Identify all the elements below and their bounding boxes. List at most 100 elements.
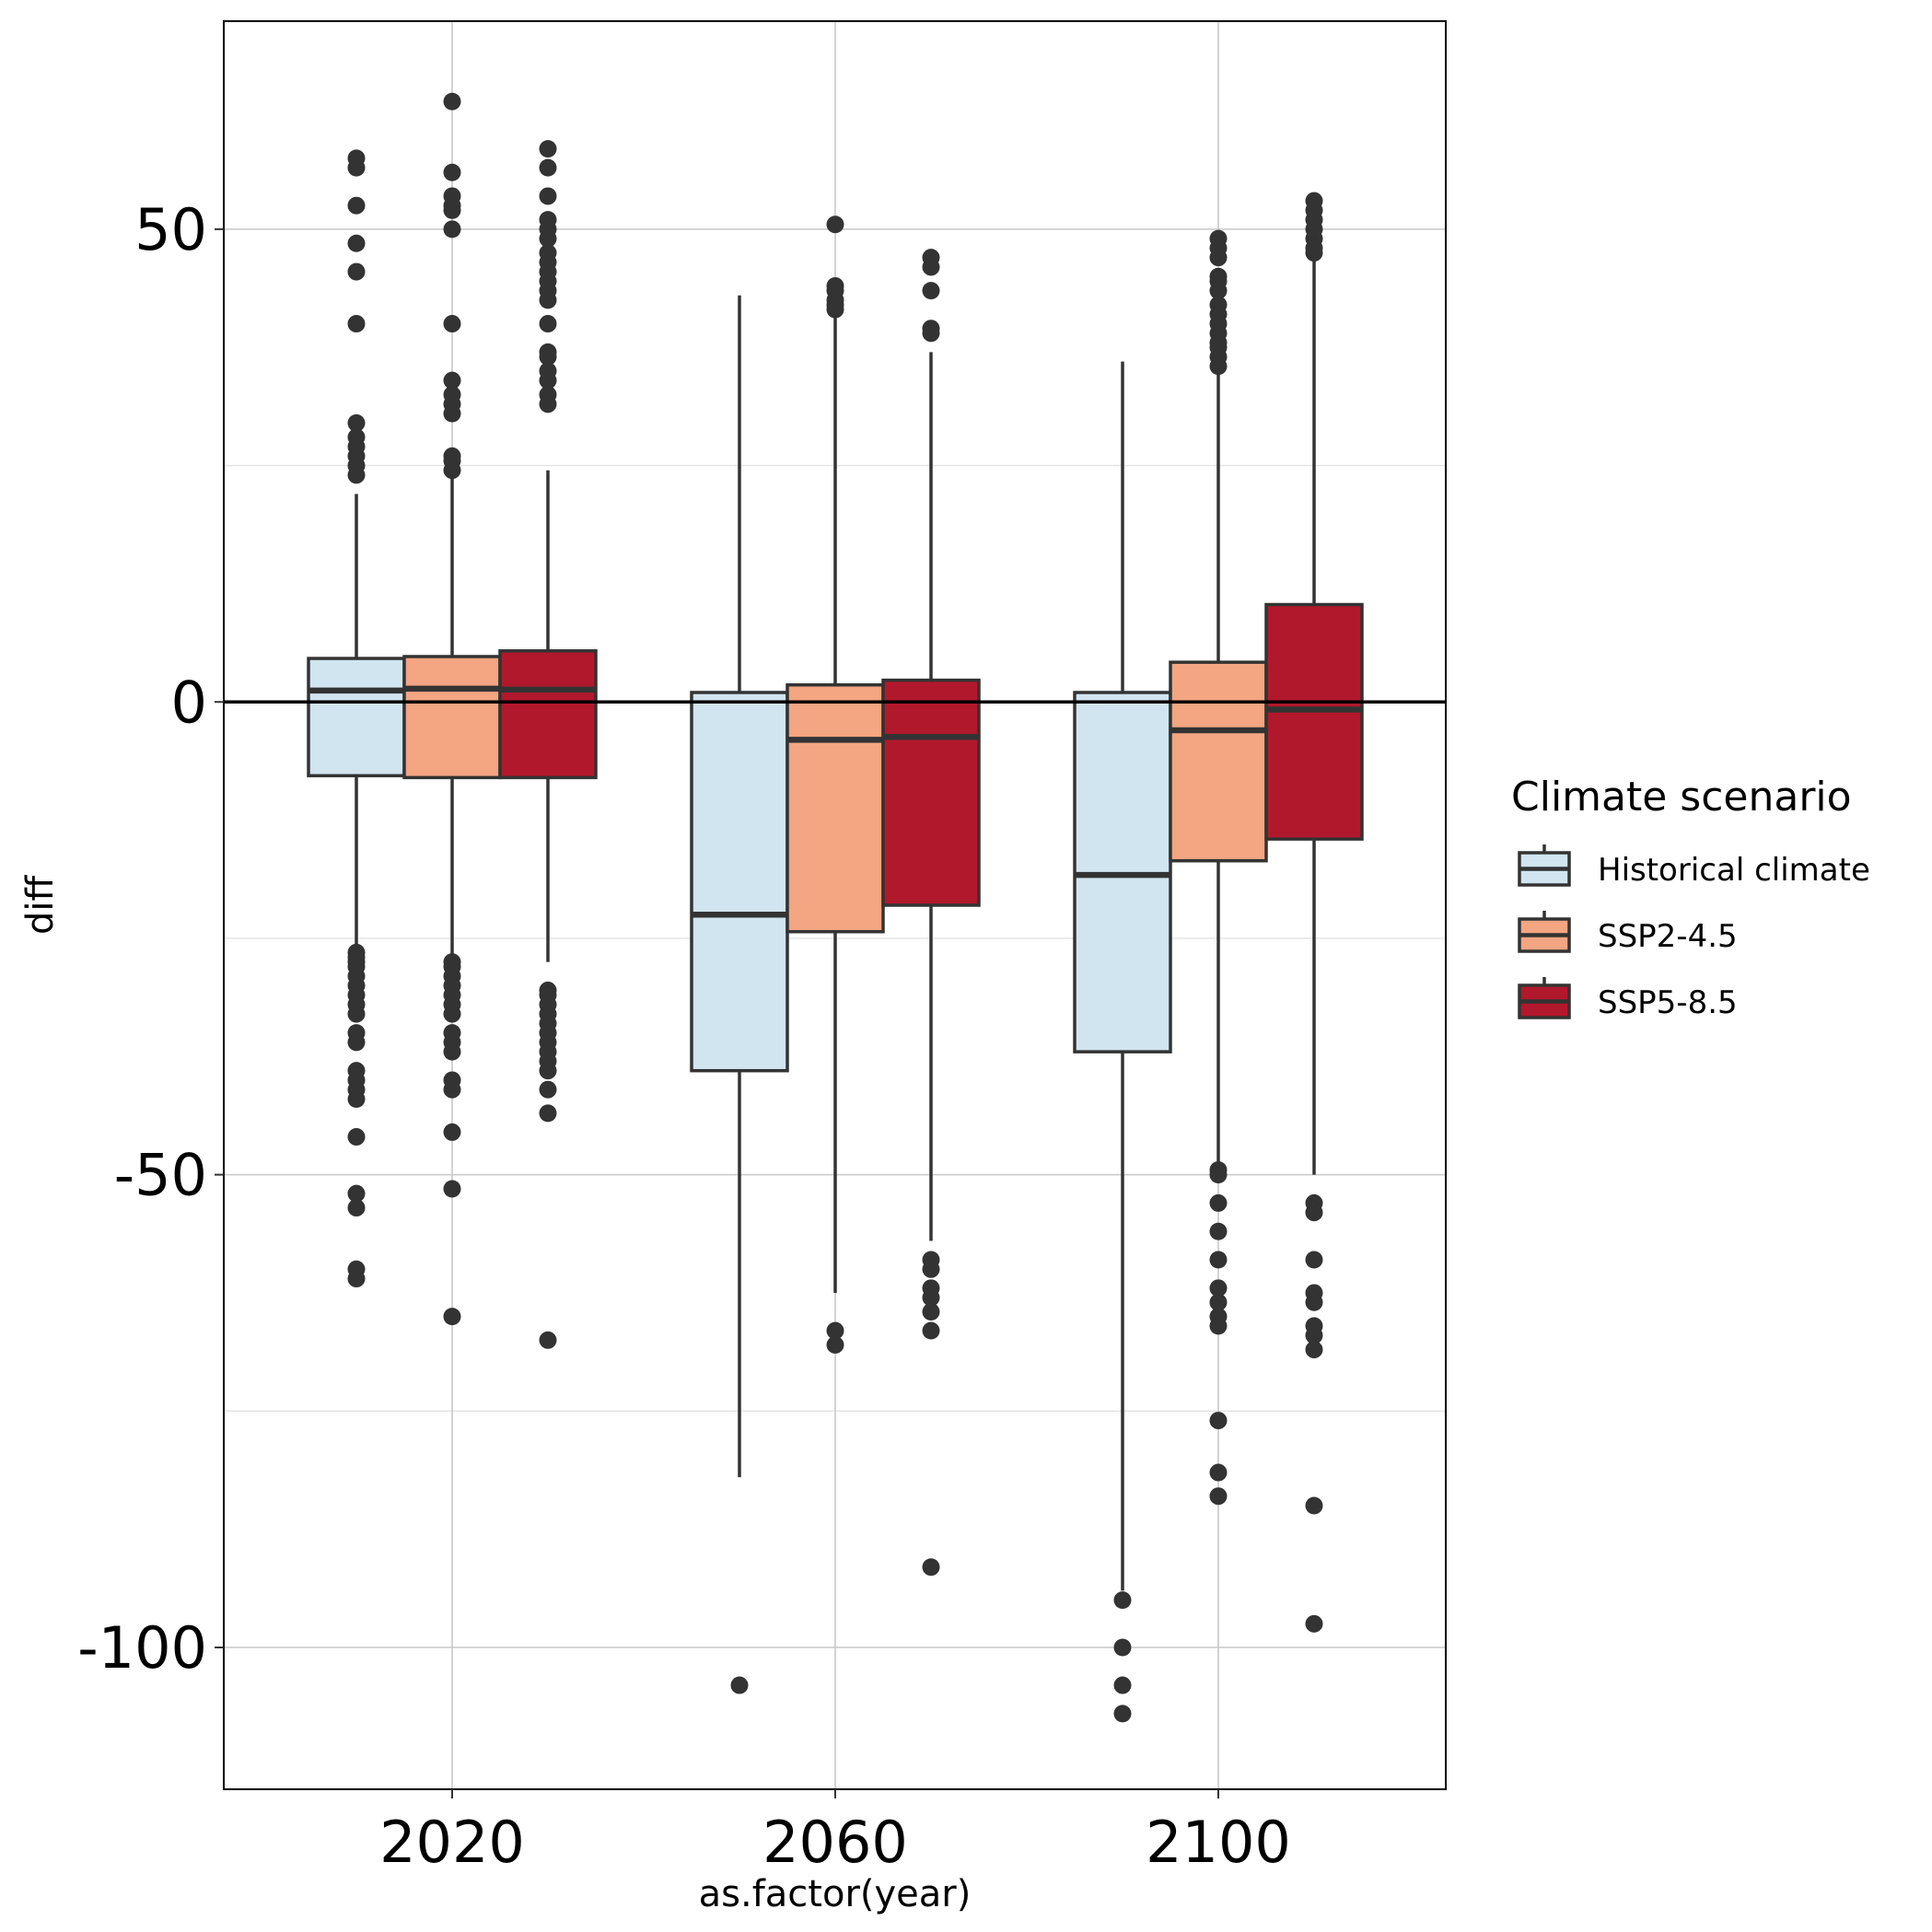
box-2060-0 [690, 295, 789, 1694]
box-body [881, 678, 981, 907]
outlier-point [443, 201, 461, 219]
outlier-point [1209, 1317, 1228, 1335]
outlier-point [1113, 1676, 1132, 1694]
outlier-point [443, 315, 461, 333]
legend-item: SSP2-4.5 [1518, 911, 1738, 960]
outlier-point [1305, 1251, 1323, 1269]
outlier-point [443, 92, 461, 111]
outlier-point [539, 229, 557, 248]
box-body [690, 691, 789, 1073]
outlier-point [347, 1184, 366, 1203]
outlier-point [443, 1042, 461, 1061]
outlier-point [1209, 282, 1228, 300]
outlier-point [922, 1321, 940, 1340]
outlier-point [1209, 1166, 1228, 1184]
outlier-point [1113, 1705, 1132, 1723]
box-body [307, 657, 406, 778]
outlier-point [1305, 1614, 1323, 1633]
outlier-point [347, 466, 366, 484]
outlier-point [539, 291, 557, 309]
x-tick-label: 2100 [1146, 1809, 1291, 1876]
outlier-point [539, 140, 557, 158]
box-2020-1 [402, 92, 502, 1326]
y-axis-title: diff [19, 875, 62, 936]
outlier-point [539, 371, 557, 390]
outlier-point [1209, 1222, 1228, 1240]
box-body [402, 655, 502, 780]
outlier-point [539, 395, 557, 413]
outlier-point [826, 1335, 844, 1354]
outlier-point [1305, 1496, 1323, 1515]
outlier-point [347, 1128, 366, 1146]
x-tick-label: 2060 [762, 1809, 908, 1876]
outlier-point [443, 1308, 461, 1326]
outlier-point [347, 234, 366, 252]
outlier-point [826, 215, 844, 234]
outlier-point [347, 413, 366, 432]
outlier-point [443, 1123, 461, 1141]
legend-label: Historical climate [1598, 852, 1870, 889]
outlier-point [539, 1104, 557, 1123]
outlier-point [443, 404, 461, 423]
outlier-point [922, 1558, 940, 1577]
box-2060-2 [881, 249, 981, 1577]
y-tick-label: 50 [134, 196, 207, 263]
outlier-point [1209, 1412, 1228, 1430]
outlier-point [1209, 1487, 1228, 1506]
outlier-point [922, 324, 940, 343]
outlier-point [1113, 1591, 1132, 1610]
legend: Climate scenario Historical climate SSP2-… [1511, 774, 1870, 1027]
y-tick-label: -50 [114, 1142, 207, 1209]
outlier-point [347, 1033, 366, 1052]
outlier-point [826, 1321, 844, 1340]
outlier-point [730, 1676, 749, 1694]
outlier-point [347, 1270, 366, 1288]
outlier-point [347, 196, 366, 215]
outlier-point [539, 315, 557, 333]
box-body [786, 683, 885, 934]
outlier-point [347, 262, 366, 281]
legend-title: Climate scenario [1511, 774, 1852, 821]
outlier-point [922, 1288, 940, 1307]
outlier-point [539, 1331, 557, 1349]
outlier-point [443, 163, 461, 181]
x-tick-label: 2020 [379, 1809, 525, 1876]
outlier-point [347, 1005, 366, 1023]
outlier-point [539, 187, 557, 205]
outlier-point [539, 158, 557, 177]
outlier-point [1305, 1326, 1323, 1344]
outlier-point [922, 1260, 940, 1278]
outlier-point [443, 1180, 461, 1198]
outlier-point [1209, 1463, 1228, 1482]
legend-items: Historical climate SSP2-4.5 SSP5-8.5 [1518, 844, 1870, 1027]
outlier-point [1305, 1341, 1323, 1359]
outlier-point [539, 347, 557, 366]
outlier-point [1209, 1293, 1228, 1311]
outlier-point [443, 371, 461, 390]
legend-item: Historical climate [1518, 844, 1870, 894]
outlier-point [1209, 1251, 1228, 1269]
box-2100-0 [1073, 361, 1172, 1723]
box-2100-2 [1264, 192, 1364, 1633]
box-2020-0 [307, 149, 406, 1288]
outlier-point [922, 282, 940, 300]
legend-label: SSP5-8.5 [1598, 984, 1738, 1021]
outlier-point [443, 1005, 461, 1023]
legend-item: SSP5-8.5 [1518, 977, 1738, 1027]
outlier-point [347, 315, 366, 333]
outlier-point [922, 1302, 940, 1321]
box-body [1264, 602, 1364, 841]
outlier-point [443, 1080, 461, 1099]
outlier-point [1209, 249, 1228, 267]
outlier-point [1305, 244, 1323, 262]
outlier-point [1209, 357, 1228, 376]
outlier-point [443, 220, 461, 239]
outlier-point [1305, 1204, 1323, 1222]
outlier-point [826, 300, 844, 319]
outlier-point [1305, 1293, 1323, 1311]
outlier-point [1209, 1193, 1228, 1212]
box-2060-1 [786, 215, 885, 1354]
box-layer [307, 92, 1364, 1723]
outlier-point [347, 1199, 366, 1217]
